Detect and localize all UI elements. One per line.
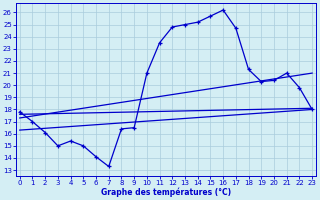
X-axis label: Graphe des températures (°C): Graphe des températures (°C) <box>101 188 231 197</box>
